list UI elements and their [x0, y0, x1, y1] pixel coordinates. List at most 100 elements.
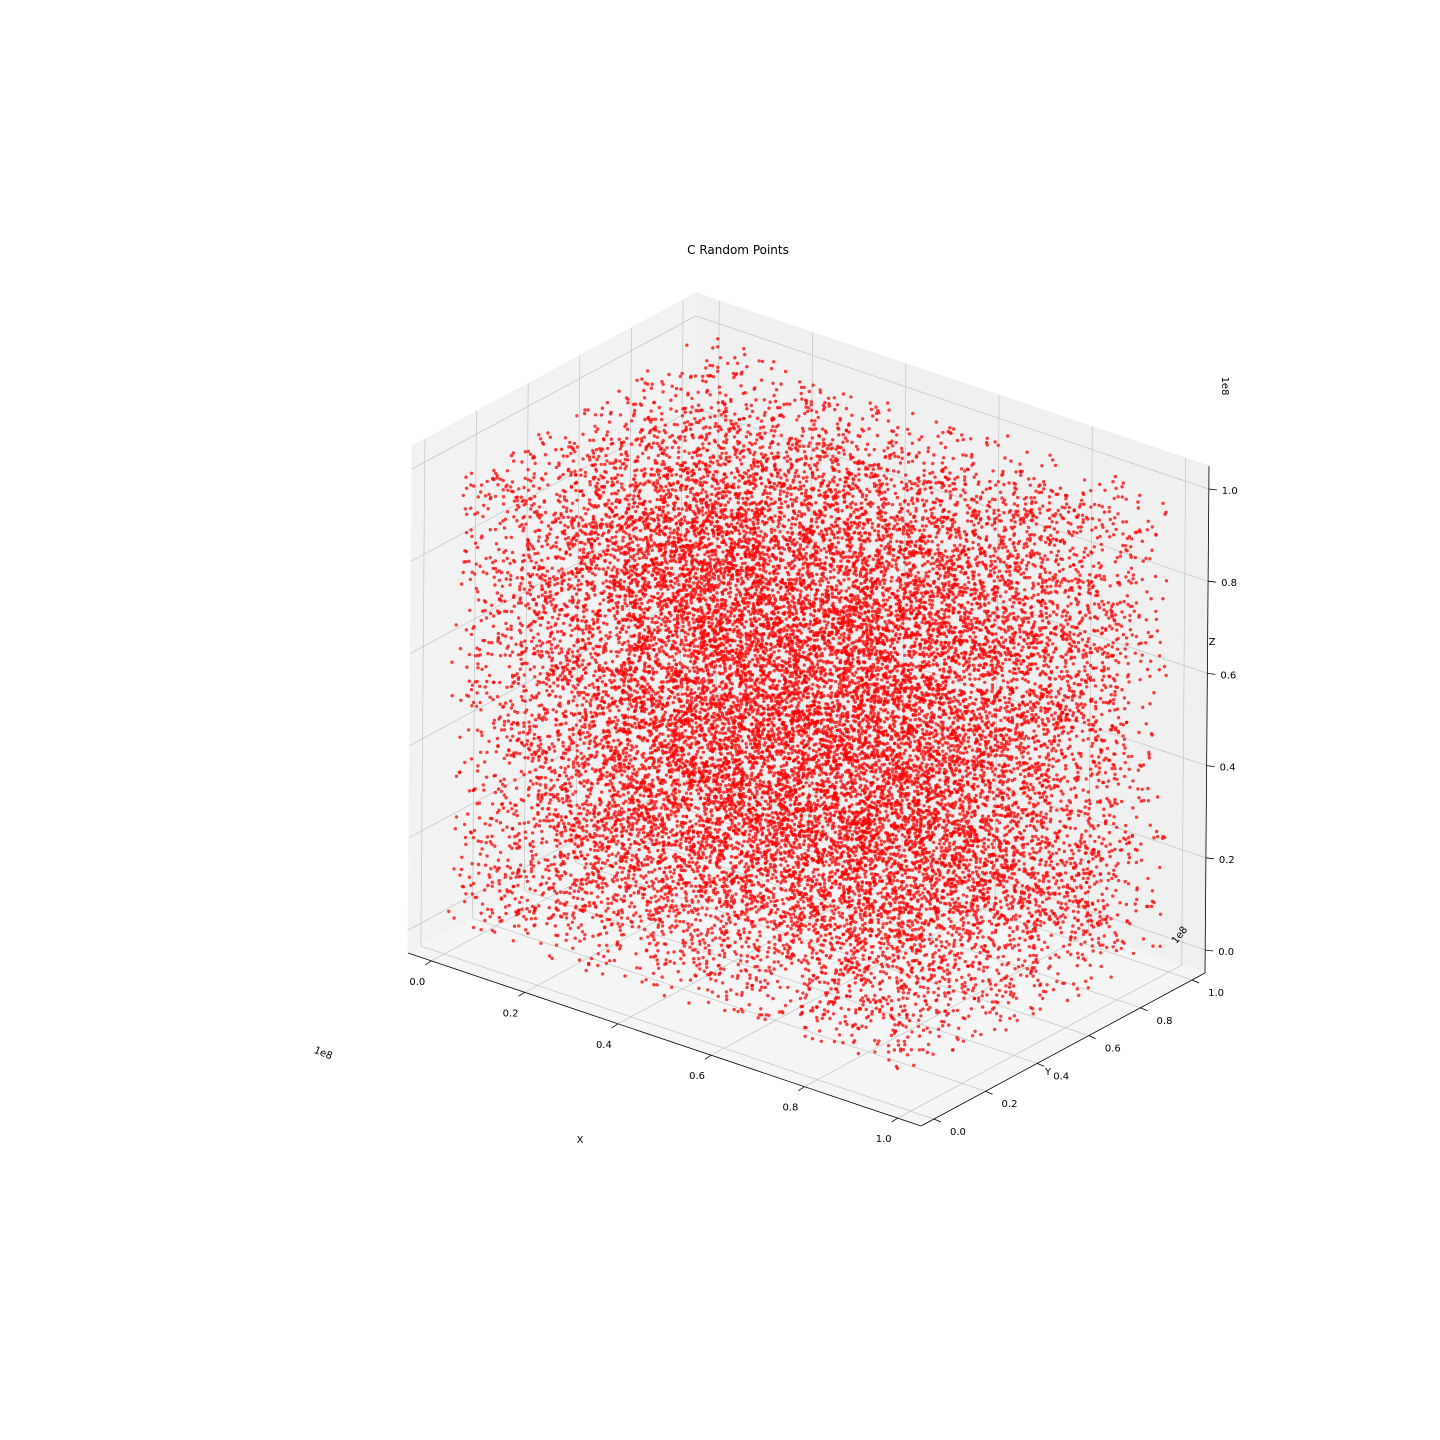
- scatter-point: [1105, 785, 1109, 789]
- scatter-point: [857, 467, 861, 471]
- scatter-point: [914, 539, 919, 544]
- scatter-point: [1060, 505, 1064, 509]
- scatter-point: [978, 860, 982, 864]
- scatter-point: [735, 992, 739, 996]
- scatter-point: [856, 1026, 860, 1030]
- scatter-point: [693, 736, 697, 740]
- scatter-point: [972, 913, 976, 917]
- scatter-point: [713, 414, 717, 418]
- scatter-point: [549, 778, 553, 782]
- scatter-point: [740, 739, 744, 743]
- scatter-point: [591, 627, 595, 631]
- scatter-point: [888, 644, 893, 648]
- scatter-point: [617, 516, 622, 521]
- scatter-point: [459, 867, 464, 872]
- scatter-point: [1082, 555, 1086, 560]
- scatter-point: [759, 768, 763, 772]
- scatter-point: [587, 746, 591, 750]
- scatter-point: [1052, 777, 1056, 782]
- scatter-point: [1028, 536, 1033, 541]
- scatter-point: [830, 460, 835, 465]
- scatter-point: [863, 948, 867, 952]
- scatter-point: [889, 852, 893, 856]
- scatter-point: [1026, 680, 1031, 684]
- scatter-point: [949, 924, 953, 929]
- scatter-point: [803, 875, 807, 879]
- scatter-point: [878, 820, 882, 825]
- scatter-point: [771, 434, 776, 438]
- scatter-point: [1100, 505, 1105, 509]
- scatter-point: [747, 423, 751, 428]
- scatter-point: [690, 405, 694, 409]
- scatter-point: [686, 922, 690, 926]
- scatter-point: [824, 953, 829, 958]
- scatter-point: [533, 768, 538, 772]
- scatter-point: [465, 665, 469, 669]
- scatter-point: [787, 680, 792, 684]
- scatter-point: [668, 527, 672, 531]
- scatter-point: [970, 602, 974, 606]
- scatter-point: [1094, 854, 1098, 859]
- scatter-point: [850, 413, 854, 417]
- scatter-point: [469, 471, 474, 475]
- scatter-point: [748, 976, 752, 980]
- scatter-point: [1027, 477, 1031, 481]
- scatter-point: [805, 643, 810, 648]
- scatter-point: [1076, 770, 1080, 775]
- scatter-point: [711, 593, 715, 598]
- scatter-point: [645, 688, 649, 692]
- scatter-point: [908, 512, 912, 516]
- scatter-point: [551, 597, 555, 602]
- scatter-point: [830, 465, 834, 469]
- scatter-point: [533, 461, 537, 466]
- scatter-point: [723, 410, 727, 414]
- scatter-point: [1006, 680, 1010, 685]
- scatter-point: [636, 543, 640, 548]
- scatter-point: [842, 452, 846, 456]
- scatter-point: [1101, 943, 1105, 947]
- scatter-point: [901, 941, 905, 946]
- scatter-point: [700, 509, 704, 513]
- scatter-point: [855, 628, 859, 632]
- scatter-point: [726, 936, 730, 940]
- scatter-point: [896, 589, 900, 593]
- scatter-point: [1058, 926, 1063, 930]
- scatter-point: [939, 845, 944, 850]
- scatter-point: [789, 492, 793, 497]
- scatter-point: [703, 946, 707, 950]
- scatter-point: [1050, 713, 1054, 717]
- scatter-point: [953, 763, 957, 767]
- scatter-point: [529, 559, 533, 563]
- scatter-point: [649, 638, 653, 643]
- scatter-point: [957, 1026, 961, 1031]
- scatter-point: [1114, 486, 1118, 491]
- scatter-point: [724, 406, 728, 411]
- scatter-point: [982, 965, 986, 969]
- scatter-point: [1054, 584, 1058, 588]
- scatter-point: [550, 650, 554, 655]
- scatter-point: [958, 709, 963, 713]
- scatter-point: [742, 444, 746, 448]
- scatter-point: [558, 494, 562, 498]
- scatter-point: [516, 681, 521, 686]
- scatter-point: [633, 500, 637, 505]
- scatter-point: [903, 823, 908, 827]
- scatter-point: [537, 861, 541, 865]
- scatter-point: [665, 446, 669, 450]
- scatter-point: [619, 806, 624, 811]
- scatter-point: [543, 574, 547, 578]
- scatter-point: [905, 892, 909, 896]
- scatter-point: [760, 639, 764, 643]
- grid-line-x-wall: [994, 395, 1000, 903]
- scatter-point: [775, 879, 779, 883]
- scatter-point: [1034, 969, 1038, 973]
- scatter-point: [848, 825, 853, 829]
- scatter-point: [531, 756, 535, 760]
- scatter-point: [802, 906, 806, 910]
- scatter-point: [776, 442, 780, 446]
- scatter-point: [605, 770, 609, 775]
- scatter-point: [1081, 788, 1085, 792]
- scatter-point: [758, 934, 762, 938]
- scatter-point: [696, 840, 701, 845]
